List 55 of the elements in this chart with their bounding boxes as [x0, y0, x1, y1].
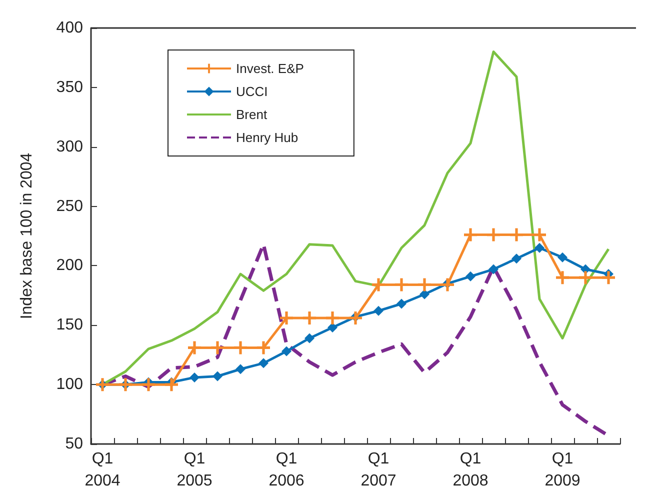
point — [142, 378, 155, 392]
point — [556, 271, 569, 284]
x-tick-label: Q1 2007 — [360, 450, 396, 490]
y-tick-label: 200 — [56, 257, 84, 274]
point — [534, 242, 544, 253]
point — [420, 289, 430, 300]
y-tick-label: 350 — [56, 78, 84, 96]
point — [212, 371, 222, 382]
point — [328, 322, 338, 333]
point — [303, 312, 316, 325]
point — [211, 341, 224, 354]
point — [236, 364, 246, 374]
y-tick-label: 400 — [56, 20, 84, 36]
point — [466, 271, 476, 282]
point — [280, 312, 293, 325]
point — [304, 333, 314, 344]
legend-label: Henry Hub — [236, 130, 298, 145]
point — [282, 346, 292, 356]
point — [190, 372, 200, 382]
point — [165, 378, 178, 392]
y-axis-title: Index base 100 in 2004 — [18, 152, 36, 320]
y-tick-label: 100 — [56, 376, 84, 394]
x-tick-label: Q1 2006 — [268, 450, 304, 490]
point — [533, 228, 546, 242]
point — [188, 341, 201, 354]
point — [579, 271, 592, 284]
point — [510, 228, 523, 242]
legend-label: Brent — [236, 107, 268, 122]
point — [258, 358, 268, 368]
point — [487, 228, 500, 242]
y-tick-label: 150 — [56, 316, 84, 334]
point — [418, 278, 431, 292]
x-tick-label: Q1 2009 — [544, 450, 580, 490]
point — [512, 254, 522, 264]
point — [395, 278, 408, 292]
point — [558, 252, 568, 262]
point — [234, 341, 247, 354]
x-tick-label: Q1 2004 — [84, 450, 120, 490]
point — [349, 312, 362, 325]
legend-label: UCCI — [236, 84, 268, 99]
y-tick-label: 300 — [56, 138, 84, 156]
point — [602, 271, 615, 284]
point — [441, 278, 454, 292]
y-tick-label: 250 — [56, 198, 84, 215]
point — [396, 298, 406, 309]
legend-label: Invest. E&P — [236, 61, 304, 76]
x-tick-label: Q1 2008 — [452, 450, 488, 490]
point — [488, 264, 498, 274]
point — [372, 278, 385, 292]
x-tick-label: Q1 2005 — [176, 450, 212, 490]
point — [326, 312, 339, 325]
point — [464, 228, 477, 242]
point — [374, 306, 384, 316]
point — [257, 341, 270, 354]
y-tick-label: 50 — [65, 436, 84, 452]
